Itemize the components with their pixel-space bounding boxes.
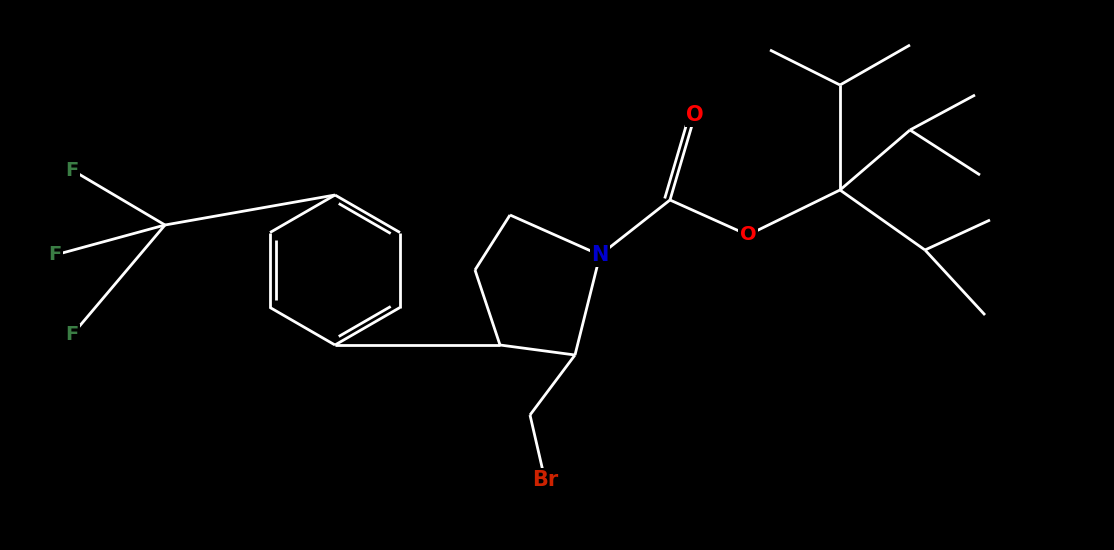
Text: F: F	[66, 326, 79, 344]
Text: F: F	[48, 245, 61, 265]
Text: O: O	[740, 226, 756, 245]
Text: N: N	[592, 245, 608, 265]
Text: F: F	[66, 161, 79, 179]
Text: Br: Br	[531, 470, 558, 490]
Text: O: O	[686, 105, 704, 125]
